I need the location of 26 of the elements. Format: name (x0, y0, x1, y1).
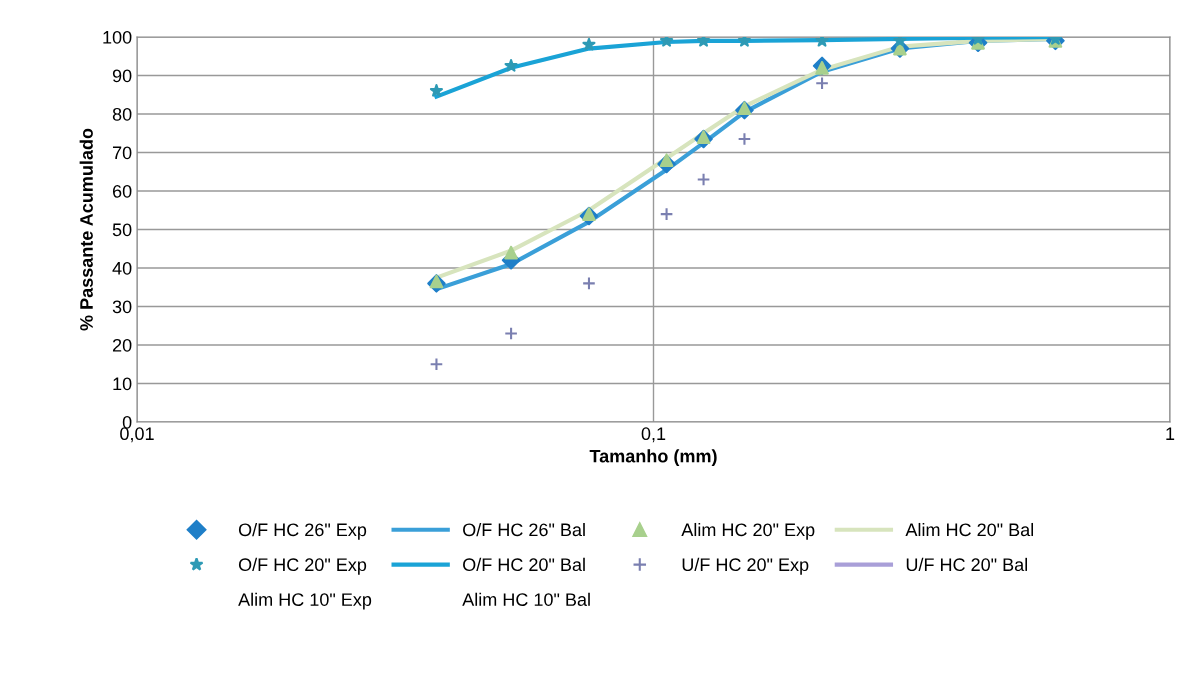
legend-label: O/F HC 26" Bal (463, 522, 585, 537)
legend-label: Alim HC 20" Bal (905, 522, 1034, 537)
legend-label: U/F HC 20" Bal (906, 557, 1027, 572)
y-tick-label: 0 (122, 415, 132, 429)
y-tick-label: 50 (112, 223, 132, 237)
y-tick-label: 30 (112, 300, 132, 314)
y-tick-label: 40 (112, 261, 132, 275)
y-tick-label: 20 (112, 338, 132, 352)
x-tick-label: 1 (1166, 427, 1175, 440)
text: Alim HC 10" Exp (238, 592, 372, 610)
text: Alim HC 10" Bal (462, 592, 590, 606)
y-tick-label: 70 (112, 146, 132, 160)
legend-label: O/F HC 20" Exp (238, 557, 367, 575)
x-tick-label: 0,01 (120, 427, 154, 443)
y-tick-label: 60 (112, 184, 132, 198)
y-tick-label: 100 (103, 30, 132, 44)
y-axis-title: % Passante Acumulado (79, 128, 93, 331)
legend-label: U/F HC 20" Exp (682, 557, 809, 575)
y-tick-label: 80 (112, 107, 132, 121)
legend-label: Alim HC 20" Exp (681, 522, 815, 540)
y-tick-label: 10 (113, 377, 132, 391)
x-tick-label: 0,1 (641, 427, 666, 443)
legend-label: O/F HC 26" Exp (238, 522, 367, 540)
y-tick-label: 90 (112, 69, 132, 83)
x-axis-title: Tamanho (mm) (589, 449, 717, 467)
legend-label: O/F HC 20" Bal (463, 557, 585, 572)
